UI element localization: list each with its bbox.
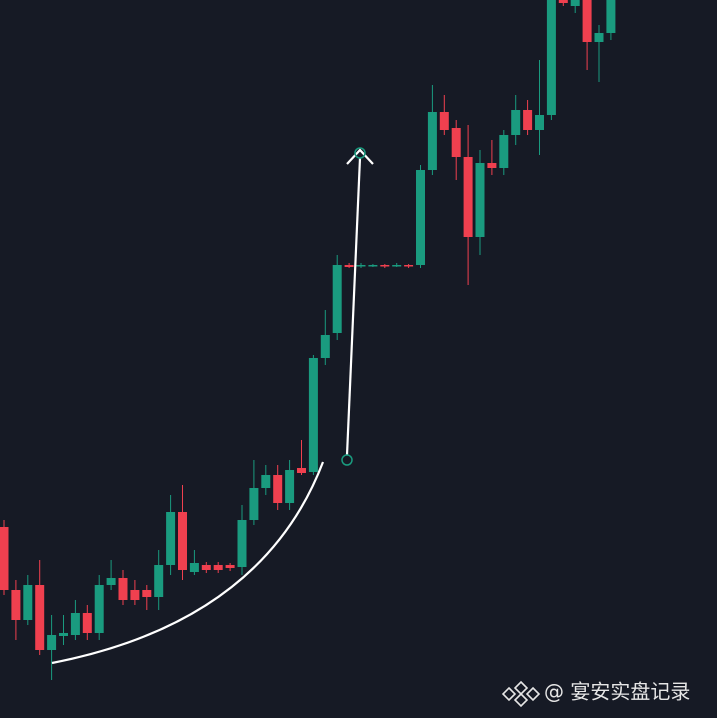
candle-body [499, 135, 509, 168]
candle-body [225, 565, 235, 568]
candle-body [594, 33, 604, 42]
candle-body [320, 335, 330, 358]
candle-body [261, 475, 271, 488]
candle-body [178, 512, 187, 570]
candles [0, 0, 616, 680]
candle-body [142, 590, 152, 597]
candle-body [237, 520, 247, 567]
arrow-end [354, 147, 366, 159]
candle-body [285, 470, 295, 503]
candle-body [332, 265, 342, 333]
candle-body [356, 265, 366, 267]
candle-body [166, 512, 176, 565]
candle-body [487, 163, 497, 168]
candle-body [451, 128, 461, 157]
candle-body [118, 578, 128, 600]
candle-body [94, 585, 104, 633]
watermark-logo [501, 680, 541, 708]
candle-body [416, 170, 425, 265]
candle-body [535, 115, 544, 130]
candle-body [380, 265, 390, 267]
candle-body [23, 585, 33, 620]
candle-body [297, 468, 306, 473]
candle-body [546, 0, 556, 115]
curve-annotation [51, 461, 325, 665]
candle-body [582, 0, 592, 42]
candle-body [344, 265, 354, 267]
candle-body [47, 635, 57, 650]
candle-body [570, 0, 580, 6]
candle-body [368, 265, 378, 267]
candle-body [523, 110, 533, 130]
candle-body [249, 488, 259, 520]
candle-body [82, 613, 92, 633]
candle-body [35, 585, 45, 650]
arrow-start [341, 454, 353, 466]
candle-body [189, 563, 199, 572]
candle-body [201, 565, 211, 570]
candle-body [463, 157, 473, 237]
candle-body [392, 265, 402, 267]
candle-body [439, 112, 449, 130]
candle-body [130, 590, 140, 600]
candle-body [154, 565, 164, 597]
candle-body [0, 527, 9, 590]
candle-body [606, 0, 616, 33]
candle-body [70, 613, 80, 635]
arrow-line [345, 157, 362, 456]
candle-body [308, 358, 318, 472]
candle-body [213, 565, 223, 570]
candle-body [59, 633, 68, 636]
candle-body [106, 578, 116, 585]
candle-body [475, 163, 485, 237]
candle-body [427, 112, 437, 170]
candle-body [273, 475, 283, 503]
arrow-head [346, 148, 374, 165]
watermark: @ 宴安实盘记录 [544, 680, 690, 704]
candle-body [558, 0, 568, 3]
candle-body [404, 265, 414, 267]
candle-body [11, 590, 21, 620]
candle-body [511, 110, 521, 135]
